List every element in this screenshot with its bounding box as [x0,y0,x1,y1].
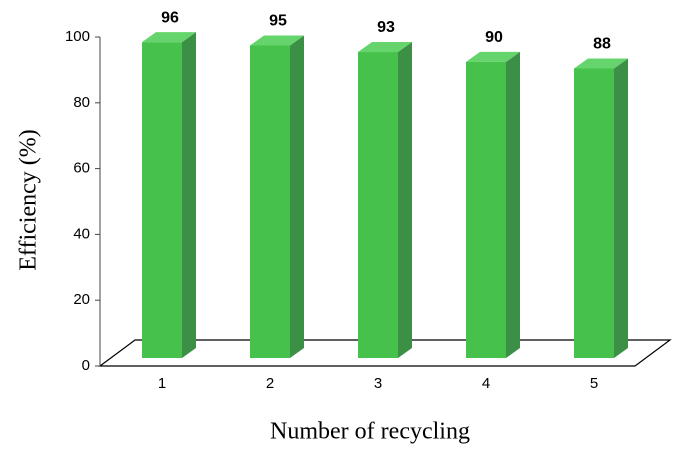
bar-front [142,42,182,358]
x-tick-label: 3 [374,375,382,392]
y-axis-label: Efficiency (%) [16,129,42,270]
bar-front [358,52,398,358]
bar [250,35,304,358]
bar-top [142,32,196,43]
bar-top [466,51,520,62]
x-tick-label: 5 [590,375,598,392]
bar [142,32,196,358]
y-tick-label: 0 [82,357,90,374]
bar-top [358,42,412,53]
bar-top [574,58,628,69]
bar-front [250,45,290,358]
y-tick-label: 40 [73,225,90,242]
bar-side [614,58,628,358]
y-tick-label: 20 [73,291,90,308]
floor [98,339,672,367]
bar-side [398,42,412,358]
value-label: 96 [161,9,179,26]
value-label: 90 [485,29,503,46]
x-axis-label: Number of recycling [270,419,470,445]
bar-side [182,32,196,358]
x-tick-label: 4 [482,375,490,392]
y-tick-label: 80 [73,94,90,111]
bar-front [466,61,506,359]
bar [358,42,412,358]
value-label: 88 [593,36,611,53]
y-tick-label: 60 [73,160,90,177]
value-label: 93 [377,19,395,36]
x-tick-label: 1 [158,375,166,392]
y-tick-label: 100 [65,28,90,45]
bar-side [506,51,520,359]
bar [466,51,520,359]
bar [574,58,628,358]
bar-front [574,68,614,358]
bar-side [290,35,304,358]
value-label: 95 [269,13,287,30]
bar-top [250,35,304,46]
x-tick-label: 2 [266,375,274,392]
